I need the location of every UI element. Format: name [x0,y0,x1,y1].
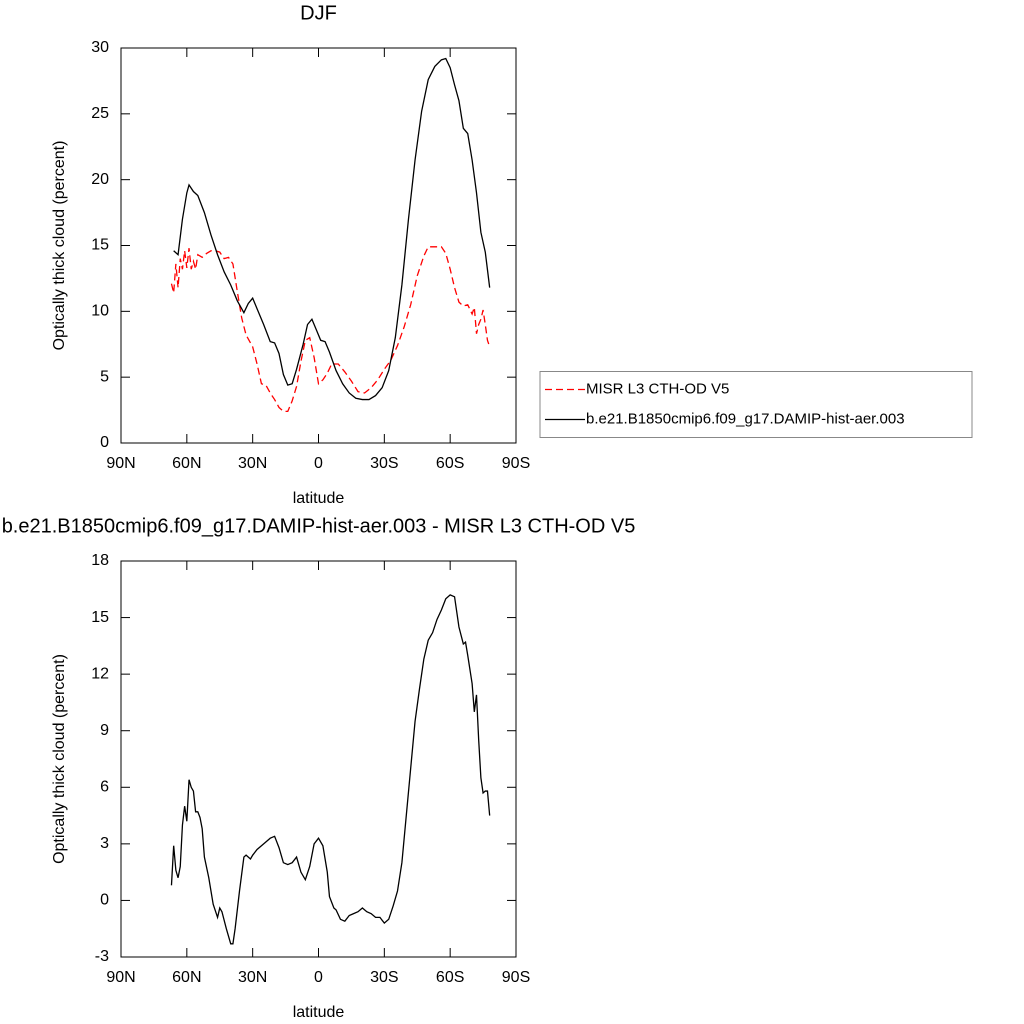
legend-box [539,371,973,438]
x-tick-label: 60N [172,455,201,472]
x-tick-label: 30S [370,455,398,472]
y-tick-label: 15 [91,609,109,626]
x-axis-label: latitude [293,490,345,507]
x-tick-label: 30N [238,455,267,472]
x-tick-label: 90N [106,969,135,986]
x-tick-label: 60S [436,969,464,986]
legend-label: MISR L3 CTH-OD V5 [586,380,729,397]
y-tick-label: 5 [100,368,109,385]
x-tick-label: 90S [502,969,530,986]
y-tick-label: 25 [91,105,109,122]
data-line [173,57,491,401]
x-tick-label: 0 [314,455,323,472]
y-tick-label: 30 [91,39,109,56]
y-tick-label: 3 [100,835,109,852]
y-tick-label: 9 [100,722,109,739]
x-axis-label: latitude [293,1004,345,1021]
chart-title: b.e21.B1850cmip6.f09_g17.DAMIP-hist-aer.… [2,515,636,537]
x-tick-label: 60N [172,969,201,986]
x-tick-label: 30N [238,969,267,986]
y-tick-label: 20 [91,171,109,188]
y-tick-label: 6 [100,779,109,796]
y-tick-label: 18 [91,552,109,569]
chart-title: DJF [300,2,337,24]
x-tick-label: 90N [106,455,135,472]
x-tick-label: 30S [370,969,398,986]
y-tick-label: 12 [91,665,109,682]
legend-label: b.e21.B1850cmip6.f09_g17.DAMIP-hist-aer.… [586,410,905,427]
data-line [170,594,491,945]
y-tick-label: 0 [100,892,109,909]
y-axis-label: Optically thick cloud (percent) [51,654,68,864]
x-tick-label: 0 [314,969,323,986]
plot-frame [120,560,517,958]
x-tick-label: 90S [502,455,530,472]
y-tick-label: -3 [95,948,109,965]
x-tick-label: 60S [436,455,464,472]
y-axis-label: Optically thick cloud (percent) [51,141,68,351]
y-tick-label: 10 [91,303,109,320]
y-tick-label: 0 [100,434,109,451]
data-line [170,246,491,413]
y-tick-label: 15 [91,237,109,254]
